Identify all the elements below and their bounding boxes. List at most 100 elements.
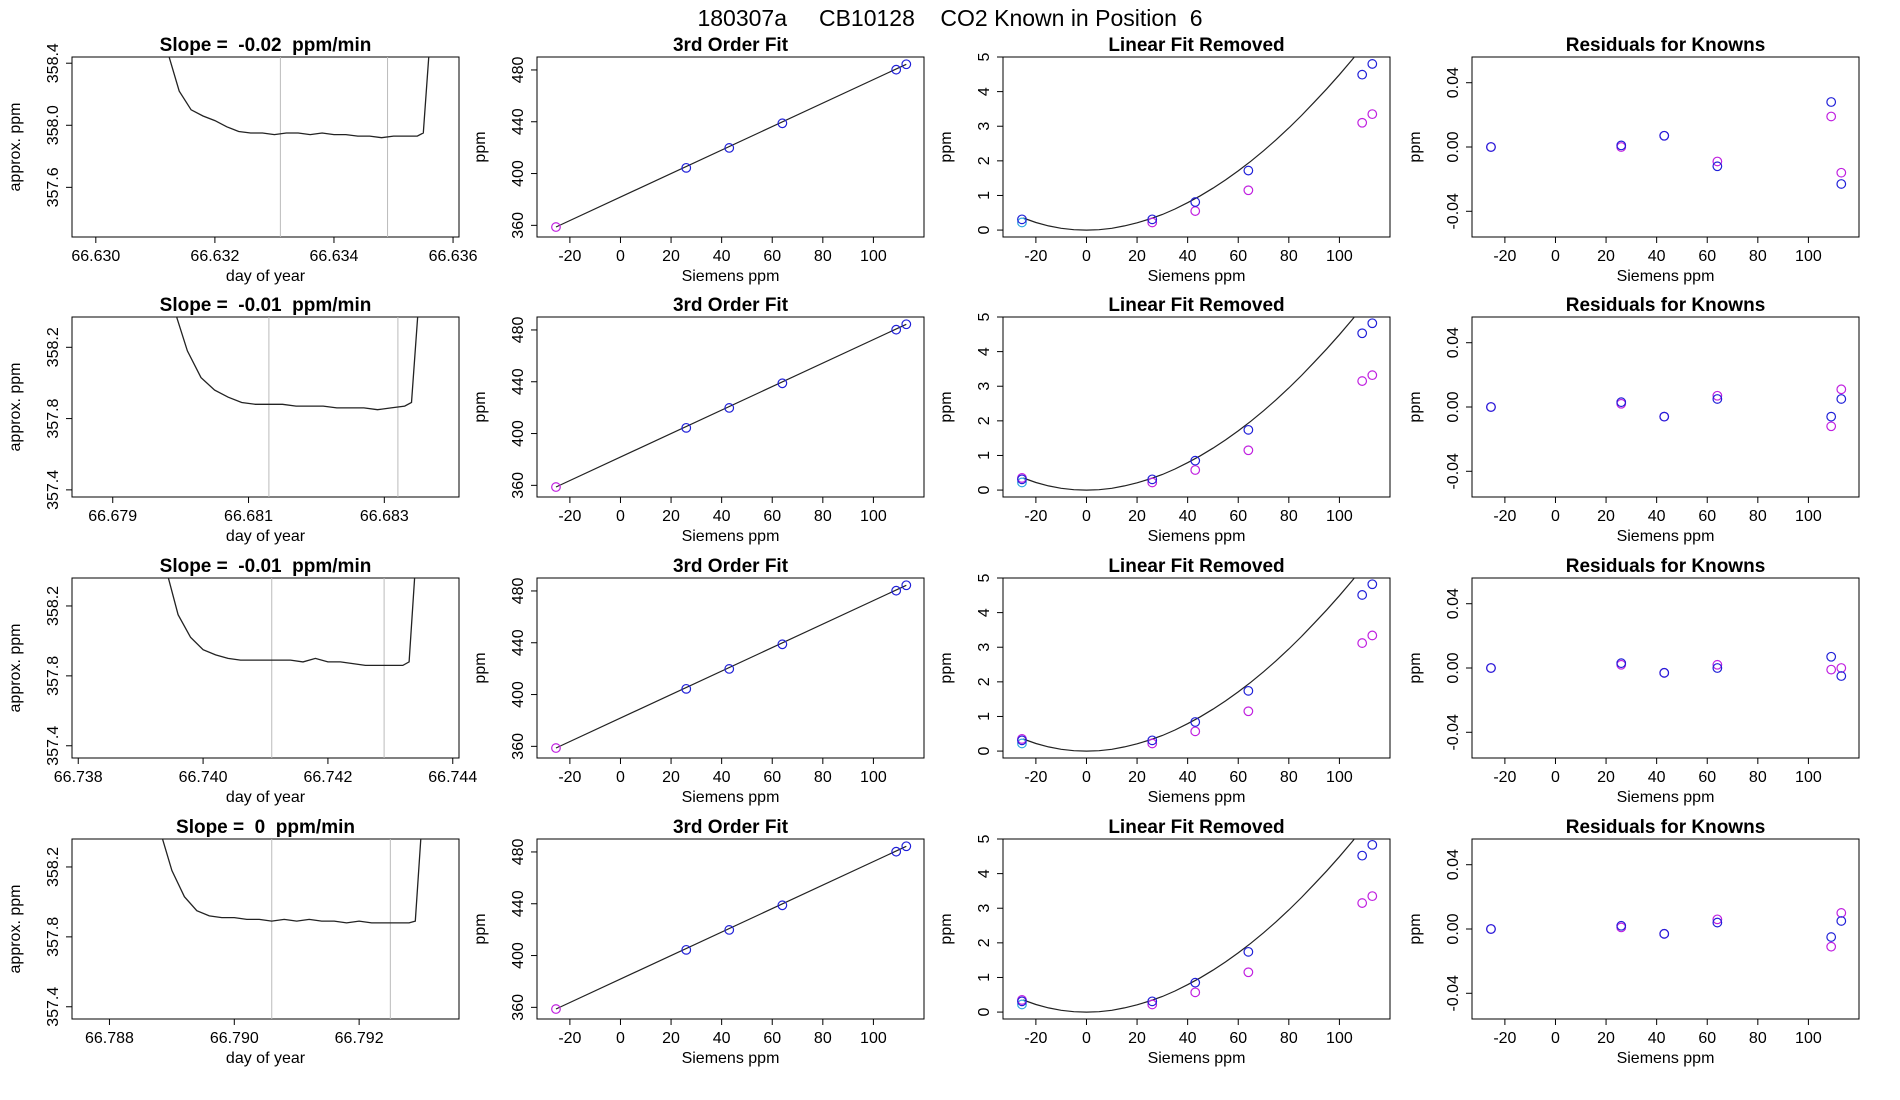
panel-r3c3: Residuals for Knowns Siemens ppm ppm -20 0 20… [1407,817,1860,1067]
x-tick-label: 66.790 [210,1030,259,1047]
x-tick-label: -20 [1493,508,1516,525]
x-tick-label: -20 [1024,769,1047,786]
fit-curve [555,845,907,1010]
x-tick-label: 0 [616,769,625,786]
y-tick-label: 358.0 [45,105,62,145]
x-tick-label: 80 [1749,508,1767,525]
plot-area [1486,384,1847,432]
blue-point [1147,214,1158,225]
x-tick-label: 100 [860,248,887,265]
y-tick-label: 360 [510,733,527,760]
x-axis-label: Siemens ppm [682,528,780,545]
magenta-point [1826,941,1837,952]
x-axis-label: Siemens ppm [1148,1050,1246,1067]
blue-point [777,118,788,129]
blue-point [1659,928,1670,939]
x-tick-label: 20 [1128,508,1146,525]
magenta-point [551,482,561,492]
y-tick-label: 357.8 [45,656,62,696]
y-tick-label: 4 [976,608,993,617]
chart-title: Linear Fit Removed [1108,295,1284,316]
y-axis-label: ppm [1407,131,1424,162]
chart-title: 3rd Order Fit [673,817,789,838]
x-tick-label: 20 [662,248,680,265]
x-tick-label: 0 [1082,769,1091,786]
x-axis-label: Siemens ppm [682,268,780,285]
x-tick-label: -20 [558,1030,581,1047]
y-axis-label: ppm [938,652,955,683]
y-axis-label: approx. ppm [7,363,24,452]
x-tick-label: 66.681 [224,508,273,525]
y-tick-label: -0.04 [1445,193,1462,230]
y-tick-label: 0 [976,226,993,235]
blue-point [891,585,902,596]
y-tick-label: 3 [976,904,993,913]
blue-point [724,143,735,153]
plot-area [551,59,912,232]
blue-point [1357,590,1368,600]
x-tick-label: 66.744 [428,769,477,786]
blue-point [681,683,692,694]
x-tick-label: 60 [1698,248,1716,265]
y-tick-label: 5 [976,834,993,843]
y-tick-label: 4 [976,347,993,356]
magenta-point [1190,206,1201,216]
blue-point [1486,663,1496,673]
blue-point [1367,59,1378,69]
chart-title: Slope = -0.02 ppm/min [160,35,372,56]
y-tick-label: 1 [976,973,993,982]
x-tick-label: 40 [1648,508,1666,525]
panel-r2c0: Slope = -0.01 ppm/min day of year approx. … [7,556,477,806]
y-tick-label: 400 [510,420,527,447]
plot-frame [536,316,925,498]
x-tick-label: 60 [1229,1030,1247,1047]
blue-point [1486,924,1496,934]
x-tick-label: 0 [1551,508,1560,525]
plot-frame [71,56,460,238]
x-tick-label: 20 [662,1030,680,1047]
plot-area [1486,97,1847,189]
panel-r1c0: Slope = -0.01 ppm/min day of year approx. … [7,295,460,545]
x-tick-label: 100 [860,769,887,786]
y-tick-label: 357.4 [45,726,62,766]
blue-point [1486,402,1496,412]
blue-point [681,944,692,955]
plot-frame [1002,838,1391,1020]
plot-area [551,319,912,492]
x-tick-label: 66.636 [429,248,478,265]
blue-point [777,639,788,650]
blue-point [1616,397,1627,408]
x-tick-label: 80 [814,508,832,525]
blue-point [681,422,692,433]
chart-title: Residuals for Knowns [1566,295,1766,316]
blue-point [1147,996,1158,1007]
chart-title: 3rd Order Fit [673,35,789,56]
series-line [167,578,416,667]
y-tick-label: 0.04 [1445,327,1462,358]
y-tick-label: 480 [510,317,527,344]
chart-title: Residuals for Knowns [1566,817,1766,838]
y-tick-label: 360 [510,472,527,499]
y-tick-label: 0 [976,747,993,756]
x-tick-label: 66.742 [303,769,352,786]
x-tick-label: 100 [1326,508,1353,525]
magenta-point [1190,726,1201,737]
y-axis-label: ppm [938,131,955,162]
y-tick-label: 0.04 [1445,67,1462,98]
y-tick-label: 2 [976,416,993,425]
blue-point [901,319,912,330]
panel-r2c3: Residuals for Knowns Siemens ppm ppm -20 0 20… [1407,556,1860,806]
x-tick-label: 80 [1749,769,1767,786]
x-tick-label: 66.630 [71,248,120,265]
magenta-point [1712,156,1723,167]
panel-r0c3: Residuals for Knowns Siemens ppm ppm -20 0 20… [1407,35,1860,285]
plot-frame [1471,316,1860,498]
x-tick-label: 40 [1648,769,1666,786]
cyan-point [1017,477,1027,488]
y-tick-label: 2 [976,938,993,947]
series-line [175,317,419,411]
y-axis-label: ppm [472,131,489,162]
blue-point [1486,142,1496,152]
y-tick-label: 0.00 [1445,391,1462,422]
